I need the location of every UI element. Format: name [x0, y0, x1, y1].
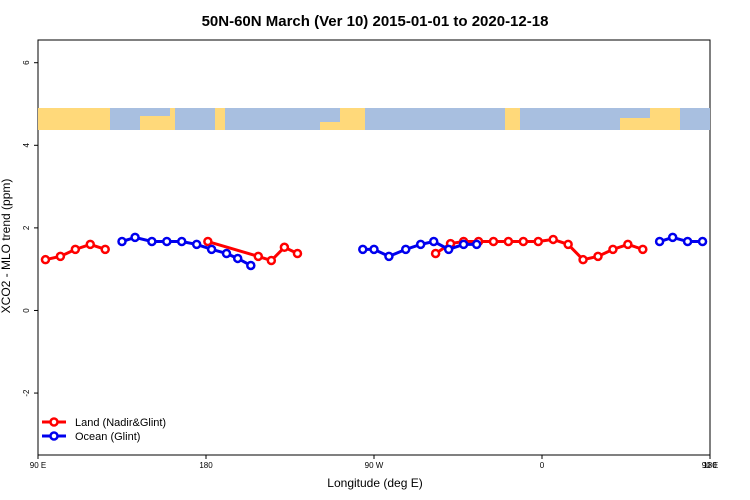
data-point [548, 234, 558, 245]
data-point [130, 232, 140, 243]
x-axis-label: Longitude (deg E) [327, 476, 422, 490]
data-point [40, 254, 51, 265]
data-point [70, 244, 81, 255]
legend-label: Ocean (Glint) [75, 431, 140, 443]
data-point [55, 251, 66, 262]
data-point [117, 236, 127, 247]
data-point [430, 248, 441, 259]
data-point [176, 236, 187, 247]
x-tick-label: 90 E [30, 461, 46, 470]
y-tick-label: 2 [22, 225, 31, 230]
data-point [654, 236, 665, 247]
data-point [593, 251, 603, 262]
data-point [563, 239, 573, 250]
chart-title: 50N-60N March (Ver 10) 2015-01-01 to 202… [202, 13, 549, 30]
map-strip [38, 108, 710, 130]
data-point [578, 254, 588, 265]
data-point [232, 253, 243, 264]
y-tick-label: 6 [22, 60, 31, 65]
series-line [121, 235, 252, 267]
data-point [266, 255, 277, 266]
data-point [400, 244, 411, 255]
data-point [503, 236, 514, 247]
data-point [253, 251, 264, 262]
x-tick-label: 0 [540, 461, 545, 470]
data-point [428, 236, 439, 247]
data-point [162, 236, 172, 247]
data-point [85, 239, 96, 250]
y-tick-label: 0 [22, 308, 31, 313]
data-point [697, 236, 708, 247]
data-point [206, 244, 217, 255]
data-point [458, 239, 469, 250]
data-point [292, 248, 303, 259]
series-line [659, 235, 703, 244]
data-point [682, 236, 693, 247]
x-tick-label: 180 [703, 461, 717, 470]
y-axis-label: XCO2 - MLO trend (ppm) [0, 179, 13, 314]
data-point [443, 244, 454, 255]
data-point [100, 244, 110, 255]
data-point [246, 260, 256, 271]
data-point [667, 232, 678, 243]
legend-marker [49, 431, 59, 441]
data-point [533, 236, 544, 247]
x-tick-label: 180 [199, 461, 213, 470]
data-point [518, 236, 529, 247]
data-point [358, 244, 368, 255]
data-point [279, 242, 290, 253]
x-tick-label: 90 E [702, 461, 718, 470]
data-point [203, 236, 213, 247]
data-point [191, 239, 202, 250]
y-tick-label: 4 [22, 143, 31, 148]
data-point [488, 236, 499, 247]
data-point [471, 239, 482, 250]
data-point [384, 251, 394, 262]
data-point [369, 244, 379, 255]
legend: Land (Nadir&Glint) Ocean (Glint) [42, 417, 166, 443]
x-tick-label: 90 W [365, 461, 384, 470]
data-point [147, 236, 157, 247]
legend-marker [49, 417, 59, 427]
data-point [608, 244, 618, 255]
data-point [221, 248, 232, 259]
data-point [638, 244, 648, 255]
y-tick-label: -2 [22, 389, 31, 397]
legend-label: Land (Nadir&Glint) [75, 417, 166, 429]
data-point [415, 239, 426, 250]
data-point [623, 239, 633, 250]
